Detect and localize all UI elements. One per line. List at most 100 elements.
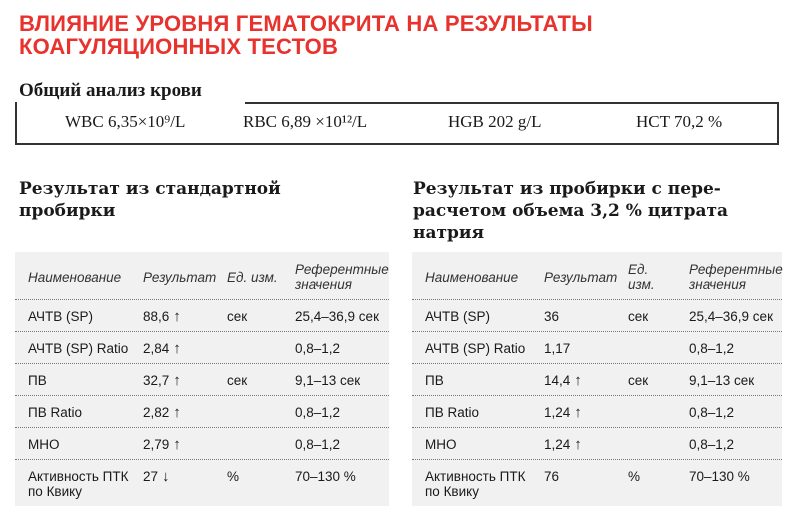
cbc-hct: HCT 70,2 % <box>636 112 723 131</box>
recalc-heading: Результат из пробирки с пере- расчетом о… <box>413 178 728 244</box>
cell-ref: 0,8–1,2 <box>689 341 735 356</box>
cell-result: 1,24 ↑ <box>544 437 582 452</box>
cell-name: АЧТВ (SP) Ratio <box>28 341 128 356</box>
result-value: 1,17 <box>544 341 571 356</box>
cell-name-line-1: ПВ Ratio <box>28 405 82 420</box>
result-value: 76 <box>544 469 560 484</box>
arrow-up-icon: ↑ <box>173 372 181 389</box>
arrow-up-icon: ↑ <box>173 436 181 453</box>
table-row: Активность ПТК по Квику 27 ↓% 70–130 % <box>15 459 389 507</box>
table-row: АЧТВ (SP) Ratio 2,84 ↑ 0,8–1,2 <box>15 331 389 364</box>
cbc-heading: Общий анализ крови <box>19 80 202 101</box>
table-row: АЧТВ (SP) 36 сек 25,4–36,9 сек <box>412 299 782 332</box>
header-ref-line-1: Референтные <box>689 262 783 277</box>
header-result: Результат <box>544 270 618 285</box>
cell-ref: 0,8–1,2 <box>295 341 341 356</box>
cell-result: 1,17 <box>544 341 570 356</box>
header-ref: Референтные значения <box>689 262 783 292</box>
cell-ref: 70–130 % <box>295 469 356 484</box>
table-row: Активность ПТК по Квику 76% 70–130 % <box>412 459 782 507</box>
page-title: ВЛИЯНИЕ УРОВНЯ ГЕМАТОКРИТА НА РЕЗУЛЬТАТЫ… <box>19 12 593 58</box>
cell-name-line-1: МНО <box>28 437 60 452</box>
cell-unit: % <box>628 469 641 484</box>
cell-result: 1,24 ↑ <box>544 405 582 420</box>
cell-name-line-2: по Квику <box>28 484 82 499</box>
header-ref-line-2: значения <box>295 277 352 292</box>
cell-ref: 25,4–36,9 сек <box>295 309 379 324</box>
recalc-heading-line-3: натрия <box>413 223 485 243</box>
cbc-hgb: HGB 202 g/L <box>448 112 542 131</box>
cell-ref: 0,8–1,2 <box>689 437 735 452</box>
cell-result: 36 <box>544 309 559 324</box>
table-row: АЧТВ (SP) Ratio 1,17 0,8–1,2 <box>412 331 782 364</box>
cell-name: Активность ПТК по Квику <box>425 469 525 499</box>
cell-unit: сек <box>628 373 649 388</box>
arrow-down-icon: ↓ <box>162 468 170 485</box>
cbc-box: WBC 6,35×10⁹/L RBC 6,89 ×10¹²/L HGB 202 … <box>15 102 779 145</box>
cell-name: ПВ <box>28 373 47 388</box>
cell-name-line-1: ПВ Ratio <box>425 405 479 420</box>
cell-name: АЧТВ (SP) Ratio <box>425 341 525 356</box>
cell-unit: % <box>227 469 240 484</box>
result-value: 2,84 <box>143 341 170 356</box>
result-value: 2,82 <box>143 405 170 420</box>
cell-name: АЧТВ (SP) <box>425 309 490 324</box>
header-unit-line-2: изм. <box>628 277 655 292</box>
cell-ref: 0,8–1,2 <box>295 437 341 452</box>
header-ref-line-1: Референтные <box>295 262 389 277</box>
recalc-table: Наименование Результат Ед. изм. Референт… <box>412 252 783 507</box>
header-unit: Ед. изм. <box>628 262 655 292</box>
arrow-up-icon: ↑ <box>574 404 582 421</box>
standard-heading: Результат из стандартной пробирки <box>19 178 281 222</box>
cell-unit: сек <box>628 309 649 324</box>
cell-name-line-2: по Квику <box>425 484 479 499</box>
arrow-up-icon: ↑ <box>574 436 582 453</box>
cell-name: Активность ПТК по Квику <box>28 469 128 499</box>
table-header: Наименование Результат Ед. изм. Референт… <box>412 252 783 299</box>
cell-name-line-1: АЧТВ (SP) Ratio <box>28 341 129 356</box>
result-value: 36 <box>544 309 560 324</box>
cell-name-line-1: ПВ <box>28 373 47 388</box>
table-row: АЧТВ (SP) 88,6 ↑ сек 25,4–36,9 сек <box>15 299 389 332</box>
cell-name-line-1: МНО <box>425 437 457 452</box>
header-unit-line-1: Ед. <box>628 262 649 277</box>
cell-name-line-1: АЧТВ (SP) <box>28 309 93 324</box>
header-ref-line-2: значения <box>689 277 746 292</box>
table-row: ПВ Ratio 2,82 ↑ 0,8–1,2 <box>15 395 389 428</box>
cell-name-line-1: АЧТВ (SP) <box>425 309 490 324</box>
cell-unit: сек <box>227 309 248 324</box>
cell-result: 76 <box>544 469 559 484</box>
cell-ref: 0,8–1,2 <box>295 405 341 420</box>
result-value: 2,79 <box>143 437 170 452</box>
cell-result: 2,84 ↑ <box>143 341 181 356</box>
recalc-heading-line-1: Результат из пробирки с пере- <box>413 179 721 199</box>
table-row: МНО 1,24 ↑ 0,8–1,2 <box>412 427 782 460</box>
cell-name: ПВ <box>425 373 444 388</box>
title-line-1: ВЛИЯНИЕ УРОВНЯ ГЕМАТОКРИТА НА РЕЗУЛЬТАТЫ <box>19 11 593 36</box>
cell-name-line-1: Активность ПТК <box>425 469 526 484</box>
cell-ref: 9,1–13 сек <box>295 373 361 388</box>
standard-heading-line-2: пробирки <box>19 201 116 221</box>
result-value: 1,24 <box>544 405 571 420</box>
cell-name: ПВ Ratio <box>425 405 479 420</box>
arrow-up-icon: ↑ <box>173 404 181 421</box>
table-header: Наименование Результат Ед. изм. Референт… <box>15 252 389 299</box>
cell-result: 27 ↓ <box>143 469 170 484</box>
table-row: ПВ 32,7 ↑ сек 9,1–13 сек <box>15 363 389 396</box>
cell-name: МНО <box>28 437 60 452</box>
result-value: 14,4 <box>544 373 571 388</box>
header-unit: Ед. изм. <box>227 270 278 285</box>
cell-name-line-1: ПВ <box>425 373 444 388</box>
cell-name: АЧТВ (SP) <box>28 309 93 324</box>
header-result: Результат <box>143 270 217 285</box>
cell-name: МНО <box>425 437 457 452</box>
table-row: ПВ 14,4 ↑ сек 9,1–13 сек <box>412 363 782 396</box>
standard-table: Наименование Результат Ед. изм. Референт… <box>15 252 389 506</box>
result-value: 1,24 <box>544 437 571 452</box>
result-value: 27 <box>143 469 159 484</box>
cell-result: 32,7 ↑ <box>143 373 181 388</box>
title-line-2: КОАГУЛЯЦИОННЫХ ТЕСТОВ <box>19 34 339 59</box>
cell-name-line-1: Активность ПТК <box>28 469 129 484</box>
table-row: МНО 2,79 ↑ 0,8–1,2 <box>15 427 389 460</box>
cbc-wbc: WBC 6,35×10⁹/L <box>65 112 186 131</box>
